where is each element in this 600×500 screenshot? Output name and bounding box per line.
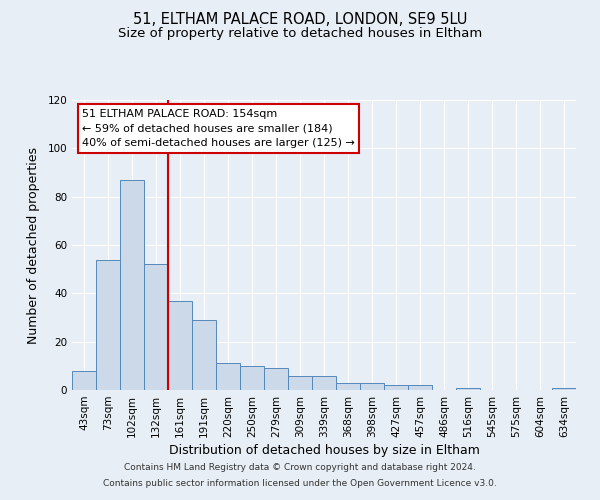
Bar	[72, 370, 96, 390]
Bar	[312, 376, 336, 390]
X-axis label: Distribution of detached houses by size in Eltham: Distribution of detached houses by size …	[169, 444, 479, 457]
Bar	[264, 368, 288, 390]
Bar	[240, 366, 264, 390]
Y-axis label: Number of detached properties: Number of detached properties	[28, 146, 40, 344]
Bar	[144, 264, 168, 390]
Text: Size of property relative to detached houses in Eltham: Size of property relative to detached ho…	[118, 28, 482, 40]
Bar	[96, 260, 120, 390]
Bar	[168, 300, 192, 390]
Text: 51, ELTHAM PALACE ROAD, LONDON, SE9 5LU: 51, ELTHAM PALACE ROAD, LONDON, SE9 5LU	[133, 12, 467, 28]
Bar	[288, 376, 312, 390]
Bar	[552, 388, 576, 390]
Bar	[408, 385, 432, 390]
Bar	[384, 385, 408, 390]
Bar	[360, 383, 384, 390]
Bar	[456, 388, 480, 390]
Text: 51 ELTHAM PALACE ROAD: 154sqm
← 59% of detached houses are smaller (184)
40% of : 51 ELTHAM PALACE ROAD: 154sqm ← 59% of d…	[82, 108, 355, 148]
Bar	[192, 320, 216, 390]
Bar	[336, 383, 360, 390]
Bar	[216, 364, 240, 390]
Bar	[120, 180, 144, 390]
Text: Contains public sector information licensed under the Open Government Licence v3: Contains public sector information licen…	[103, 478, 497, 488]
Text: Contains HM Land Registry data © Crown copyright and database right 2024.: Contains HM Land Registry data © Crown c…	[124, 464, 476, 472]
